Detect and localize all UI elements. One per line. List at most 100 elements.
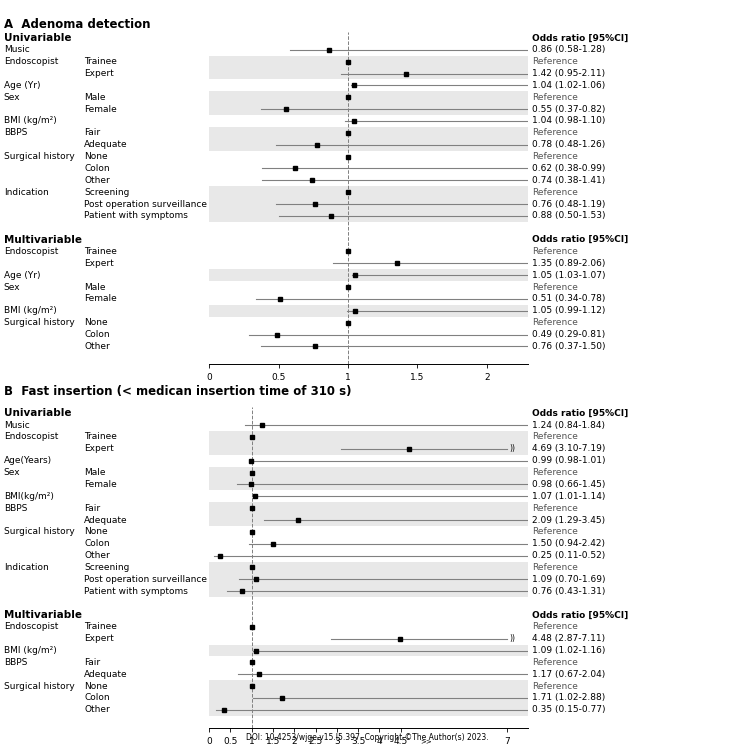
Text: Endoscopist: Endoscopist [4, 432, 58, 441]
Text: Endoscopist: Endoscopist [4, 622, 58, 632]
Text: Multivariable: Multivariable [4, 610, 81, 620]
Bar [209, 186, 528, 198]
Text: Male: Male [84, 93, 106, 102]
Text: None: None [84, 682, 108, 690]
Text: Female: Female [84, 295, 117, 304]
Text: Screening: Screening [84, 563, 130, 572]
Text: 0.76 (0.43-1.31): 0.76 (0.43-1.31) [532, 587, 606, 596]
Text: Surgical history: Surgical history [4, 152, 74, 161]
Text: Adequate: Adequate [84, 140, 128, 150]
Text: Female: Female [84, 480, 117, 489]
Text: None: None [84, 318, 108, 327]
Text: None: None [84, 527, 108, 536]
Bar [209, 502, 528, 514]
Text: )): )) [509, 444, 515, 453]
Text: 0.99 (0.98-1.01): 0.99 (0.98-1.01) [532, 456, 606, 465]
Bar [209, 68, 528, 80]
Text: Fair: Fair [84, 128, 101, 138]
Text: Reference: Reference [532, 622, 578, 632]
Text: Age (Yr): Age (Yr) [4, 81, 40, 90]
Text: 2.09 (1.29-3.45): 2.09 (1.29-3.45) [532, 516, 606, 525]
Text: BMI(kg/m²): BMI(kg/m²) [4, 492, 54, 501]
Text: Reference: Reference [532, 658, 578, 667]
Text: Music: Music [4, 45, 29, 54]
Text: BMI (kg/m²): BMI (kg/m²) [4, 117, 57, 126]
Text: >>: >> [421, 739, 432, 744]
Text: Endoscopist: Endoscopist [4, 247, 58, 256]
Text: DOI: 10.4253/wjge.v15.I5.397  Copyright ©The Author(s) 2023.: DOI: 10.4253/wjge.v15.I5.397 Copyright ©… [246, 733, 488, 742]
Text: Adequate: Adequate [84, 670, 128, 679]
Text: Reference: Reference [532, 93, 578, 102]
Bar [209, 92, 528, 103]
Text: Endoscopist: Endoscopist [4, 57, 58, 66]
Text: 1.04 (1.02-1.06): 1.04 (1.02-1.06) [532, 81, 606, 90]
Text: Fair: Fair [84, 504, 101, 513]
Text: Expert: Expert [84, 69, 115, 78]
Bar [209, 574, 528, 586]
Text: Surgical history: Surgical history [4, 527, 74, 536]
Text: Screening: Screening [84, 187, 130, 196]
Text: Reference: Reference [532, 283, 578, 292]
Text: 4.48 (2.87-7.11): 4.48 (2.87-7.11) [532, 634, 606, 643]
Text: Colon: Colon [84, 330, 110, 339]
Text: Sex: Sex [4, 93, 21, 102]
Text: 1.09 (1.02-1.16): 1.09 (1.02-1.16) [532, 646, 606, 655]
Bar [209, 478, 528, 490]
Text: 1.05 (0.99-1.12): 1.05 (0.99-1.12) [532, 307, 606, 315]
Bar [209, 127, 528, 139]
Text: Sex: Sex [4, 468, 21, 477]
Text: Patient with symptoms: Patient with symptoms [84, 587, 189, 596]
Text: Indication: Indication [4, 187, 48, 196]
Text: Reference: Reference [532, 152, 578, 161]
Text: 4.69 (3.10-7.19): 4.69 (3.10-7.19) [532, 444, 606, 453]
Text: Age(Years): Age(Years) [4, 456, 52, 465]
Text: 0.86 (0.58-1.28): 0.86 (0.58-1.28) [532, 45, 606, 54]
Text: Fair: Fair [84, 658, 101, 667]
Text: Post operation surveillance: Post operation surveillance [84, 575, 208, 584]
Text: Trainee: Trainee [84, 622, 117, 632]
Text: Post operation surveillance: Post operation surveillance [84, 199, 208, 208]
Text: Reference: Reference [532, 432, 578, 441]
Text: Colon: Colon [84, 539, 110, 548]
Bar [209, 305, 528, 317]
Bar [209, 139, 528, 150]
Text: Other: Other [84, 342, 110, 351]
Bar [209, 210, 528, 222]
Text: 0.51 (0.34-0.78): 0.51 (0.34-0.78) [532, 295, 606, 304]
Text: BBPS: BBPS [4, 658, 27, 667]
Text: Reference: Reference [532, 527, 578, 536]
Text: Surgical history: Surgical history [4, 682, 74, 690]
Bar [209, 466, 528, 478]
Text: Expert: Expert [84, 259, 115, 268]
Text: BMI (kg/m²): BMI (kg/m²) [4, 307, 57, 315]
Text: 1.17 (0.67-2.04): 1.17 (0.67-2.04) [532, 670, 606, 679]
Text: Other: Other [84, 551, 110, 560]
Text: Reference: Reference [532, 128, 578, 138]
Text: 1.04 (0.98-1.10): 1.04 (0.98-1.10) [532, 117, 606, 126]
Text: Trainee: Trainee [84, 247, 117, 256]
Text: Univariable: Univariable [4, 33, 71, 43]
Text: Univariable: Univariable [4, 408, 71, 418]
Text: Male: Male [84, 468, 106, 477]
Bar [209, 586, 528, 597]
Text: Other: Other [84, 176, 110, 185]
Text: 0.76 (0.37-1.50): 0.76 (0.37-1.50) [532, 342, 606, 351]
Text: 0.35 (0.15-0.77): 0.35 (0.15-0.77) [532, 705, 606, 714]
Text: Trainee: Trainee [84, 57, 117, 66]
Text: Female: Female [84, 105, 117, 114]
Text: Reference: Reference [532, 468, 578, 477]
Text: 0.88 (0.50-1.53): 0.88 (0.50-1.53) [532, 211, 606, 220]
Text: Odds ratio [95%CI]: Odds ratio [95%CI] [532, 408, 628, 417]
Bar [209, 704, 528, 716]
Bar [209, 692, 528, 704]
Text: 1.05 (1.03-1.07): 1.05 (1.03-1.07) [532, 271, 606, 280]
Text: Surgical history: Surgical history [4, 318, 74, 327]
Bar [209, 56, 528, 68]
Text: Indication: Indication [4, 563, 48, 572]
Text: Colon: Colon [84, 164, 110, 173]
Bar [209, 443, 528, 455]
Text: Other: Other [84, 705, 110, 714]
Text: Colon: Colon [84, 693, 110, 702]
Text: 0.62 (0.38-0.99): 0.62 (0.38-0.99) [532, 164, 606, 173]
Text: 1.07 (1.01-1.14): 1.07 (1.01-1.14) [532, 492, 606, 501]
